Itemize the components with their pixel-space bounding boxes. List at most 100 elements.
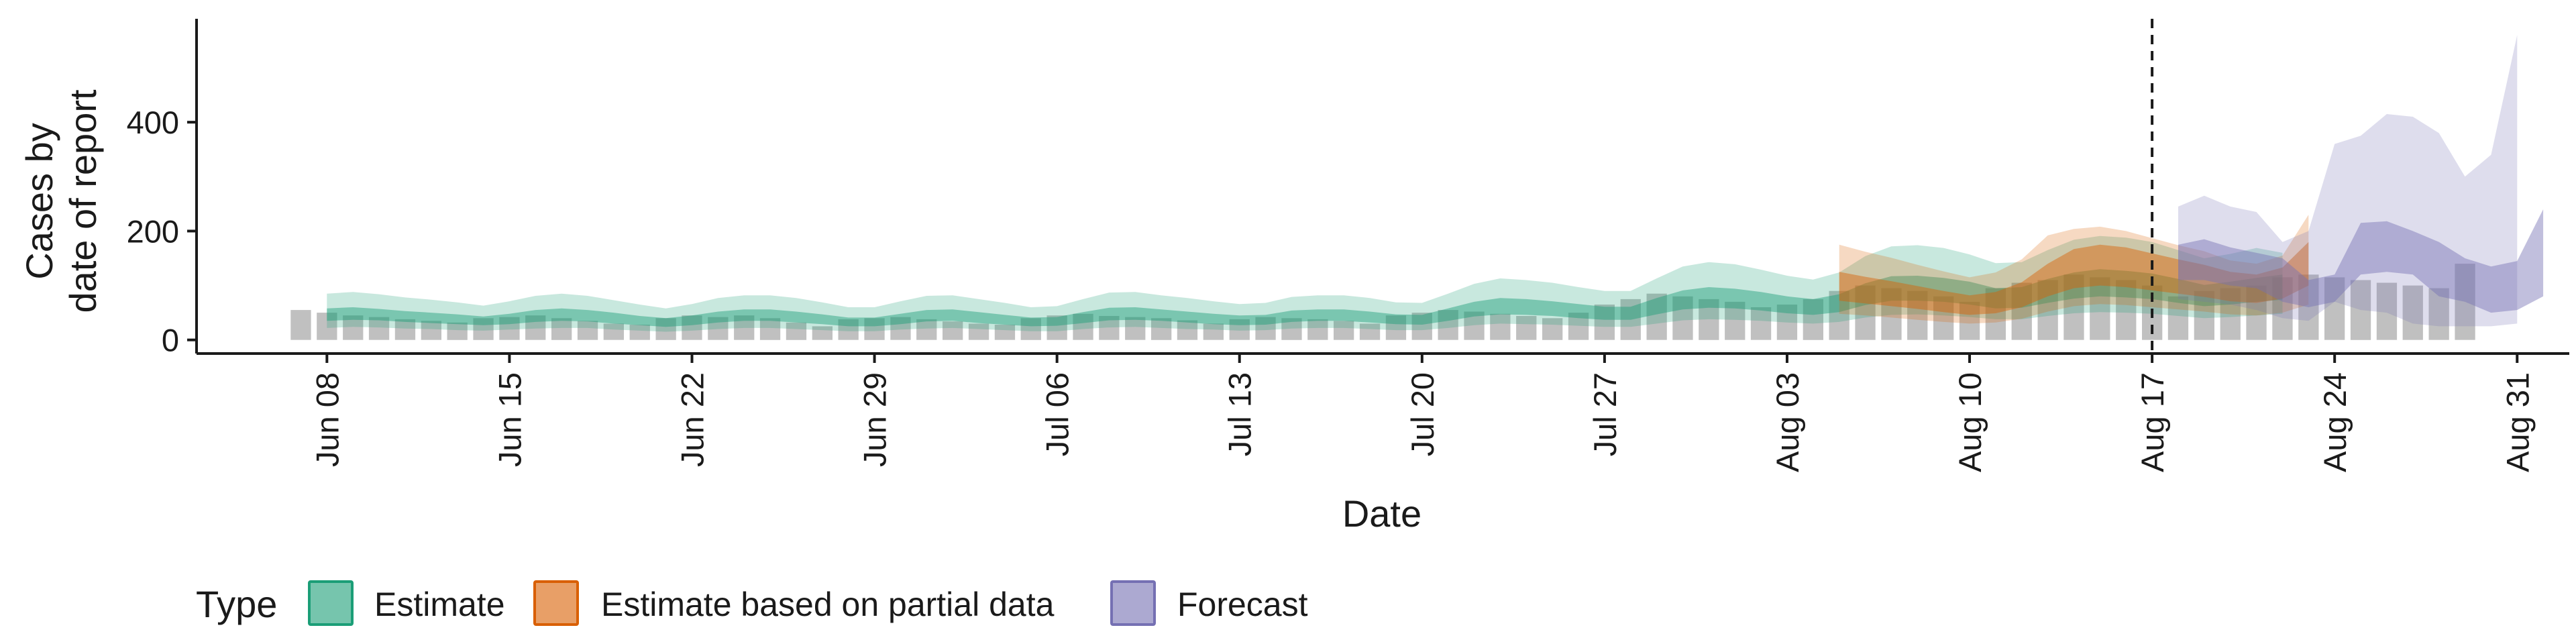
x-tick-label: Aug 31 (2500, 372, 2535, 472)
x-tick-label: Jun 15 (492, 372, 527, 467)
legend-label-partial: Estimate based on partial data (601, 586, 1055, 623)
reported-cases-bar (343, 315, 364, 340)
reported-cases-bar (890, 317, 911, 340)
reported-cases-bar (629, 325, 650, 340)
reported-cases-bar (1020, 318, 1041, 340)
reported-cases-bar (2272, 277, 2293, 340)
reported-cases-bar (2037, 280, 2058, 340)
reported-cases-bar (421, 321, 441, 340)
reported-cases-bar (1359, 323, 1381, 340)
reported-cases-bar (2298, 274, 2319, 340)
reported-cases-bar (394, 319, 416, 340)
x-tick-label: Jul 20 (1405, 372, 1440, 456)
reported-cases-bar (1646, 293, 1667, 340)
reported-cases-bar (2376, 282, 2398, 340)
legend-key-partial (533, 580, 579, 626)
reported-cases-bar (1046, 315, 1067, 340)
axes: 0 200 400 Jun 08 Jun 15 Jun 22 Jun 29 Jul 06 Jul… (127, 19, 2569, 472)
reported-cases-bar (916, 319, 937, 340)
reported-cases-bar (838, 319, 859, 340)
reported-cases-bar (2350, 280, 2371, 340)
estimate-bands (327, 35, 2544, 332)
reported-cases-bar (1959, 301, 1980, 340)
reported-cases-bar (786, 322, 807, 340)
reported-cases-bar (368, 317, 390, 340)
reported-cases-bar (1672, 296, 1693, 340)
reported-cases-bar (2116, 280, 2137, 340)
legend-key-estimate (308, 580, 354, 626)
reported-cases-bar (2090, 277, 2110, 340)
reported-cases-bar (1125, 317, 1146, 340)
reported-cases-bar (1933, 296, 1954, 340)
reported-cases-bar (317, 313, 337, 340)
reported-cases-bar (968, 323, 989, 340)
reported-cases-bar (2246, 285, 2267, 340)
legend-key-forecast (1110, 580, 1156, 626)
reported-cases-bar (1594, 305, 1615, 340)
x-tick-label: Aug 24 (2317, 372, 2353, 472)
reported-cases-bar (1334, 321, 1354, 340)
reported-cases-bar (447, 322, 468, 340)
band-outer-forecast (2178, 35, 2518, 327)
reported-cases-bar (1203, 323, 1224, 340)
reported-cases-bar (655, 318, 676, 340)
band-inner-estimate-based-on-partial-data (1839, 241, 2309, 315)
x-tick-label: Jun 08 (309, 372, 345, 467)
reported-cases-bar (1490, 313, 1511, 340)
reported-cases-bar (1881, 288, 1902, 340)
legend-label-estimate: Estimate (374, 586, 505, 623)
x-tick-label: Jul 27 (1587, 372, 1623, 456)
x-tick-label: Jul 06 (1040, 372, 1075, 456)
y-axis-label-line-2: date of report (62, 89, 104, 313)
reported-cases-bar (1073, 313, 1093, 340)
reported-cases-bar (864, 318, 885, 340)
reported-cases-bar (1099, 316, 1120, 340)
x-tick-label: Aug 17 (2135, 372, 2170, 472)
reported-cases-bar (1907, 290, 1928, 340)
band-inner-forecast (2178, 209, 2544, 313)
reported-cases-bar (2194, 290, 2214, 340)
reported-cases-bar (943, 321, 963, 340)
band-inner-estimate (327, 269, 2283, 327)
reported-cases-bar (1385, 315, 1407, 340)
reported-cases-bar (812, 326, 833, 340)
reported-cases-bar (1542, 318, 1563, 340)
y-axis-label-line-1: Cases by (18, 123, 60, 279)
x-tick-label: Jun 22 (675, 372, 710, 467)
reported-cases-bar (1255, 317, 1276, 340)
reported-cases-bar (603, 323, 624, 340)
x-tick-label: Jun 29 (857, 372, 893, 467)
reported-cases-bar (1699, 299, 1719, 340)
x-tick-label: Jul 13 (1222, 372, 1258, 456)
reported-cases-bar (734, 315, 755, 340)
y-tick-label: 0 (162, 323, 179, 358)
reported-cases-bar (1568, 313, 1589, 340)
reported-cases-bar (1620, 299, 1641, 340)
reported-cases-bar (473, 318, 494, 340)
reported-cases-bar (1516, 316, 1537, 340)
reported-cases-bar (2402, 285, 2423, 340)
reported-cases-bar (682, 315, 702, 340)
reported-cases-bar (2167, 296, 2189, 340)
reported-cases-bar (1464, 311, 1485, 340)
reported-cases-bar (1750, 307, 1772, 340)
reported-cases-bar (525, 315, 546, 340)
legend: Type Estimate Estimate based on partial … (196, 580, 1308, 626)
reported-cases-bar (759, 318, 781, 340)
reported-cases-bar (2324, 277, 2345, 340)
reported-cases-bar (1177, 320, 1198, 340)
reported-cases-bar (1855, 285, 1876, 340)
reported-cases-bars (290, 264, 2475, 340)
reported-cases-bar (2455, 264, 2475, 340)
reported-cases-bar (1411, 313, 1432, 340)
reported-cases-bar (1803, 299, 1823, 340)
reported-cases-bar (2428, 288, 2449, 340)
band-outer-estimate-based-on-partial-data (1839, 215, 2309, 324)
x-tick-label: Aug 10 (1952, 372, 1988, 472)
x-tick-label: Aug 03 (1770, 372, 1805, 472)
reported-cases-bar (1307, 319, 1328, 340)
reported-cases-bar (290, 310, 311, 340)
reported-cases-bar (2220, 288, 2241, 340)
reported-cases-bar (2063, 274, 2084, 340)
